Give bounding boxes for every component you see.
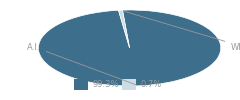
Wedge shape [119,10,130,48]
Text: 0.7%: 0.7% [140,80,162,89]
Text: A.I.: A.I. [27,42,136,85]
Text: 99.3%: 99.3% [92,80,119,89]
Bar [74,79,88,90]
Wedge shape [38,10,221,86]
Text: WHITE: WHITE [123,11,240,52]
Bar [122,79,136,90]
